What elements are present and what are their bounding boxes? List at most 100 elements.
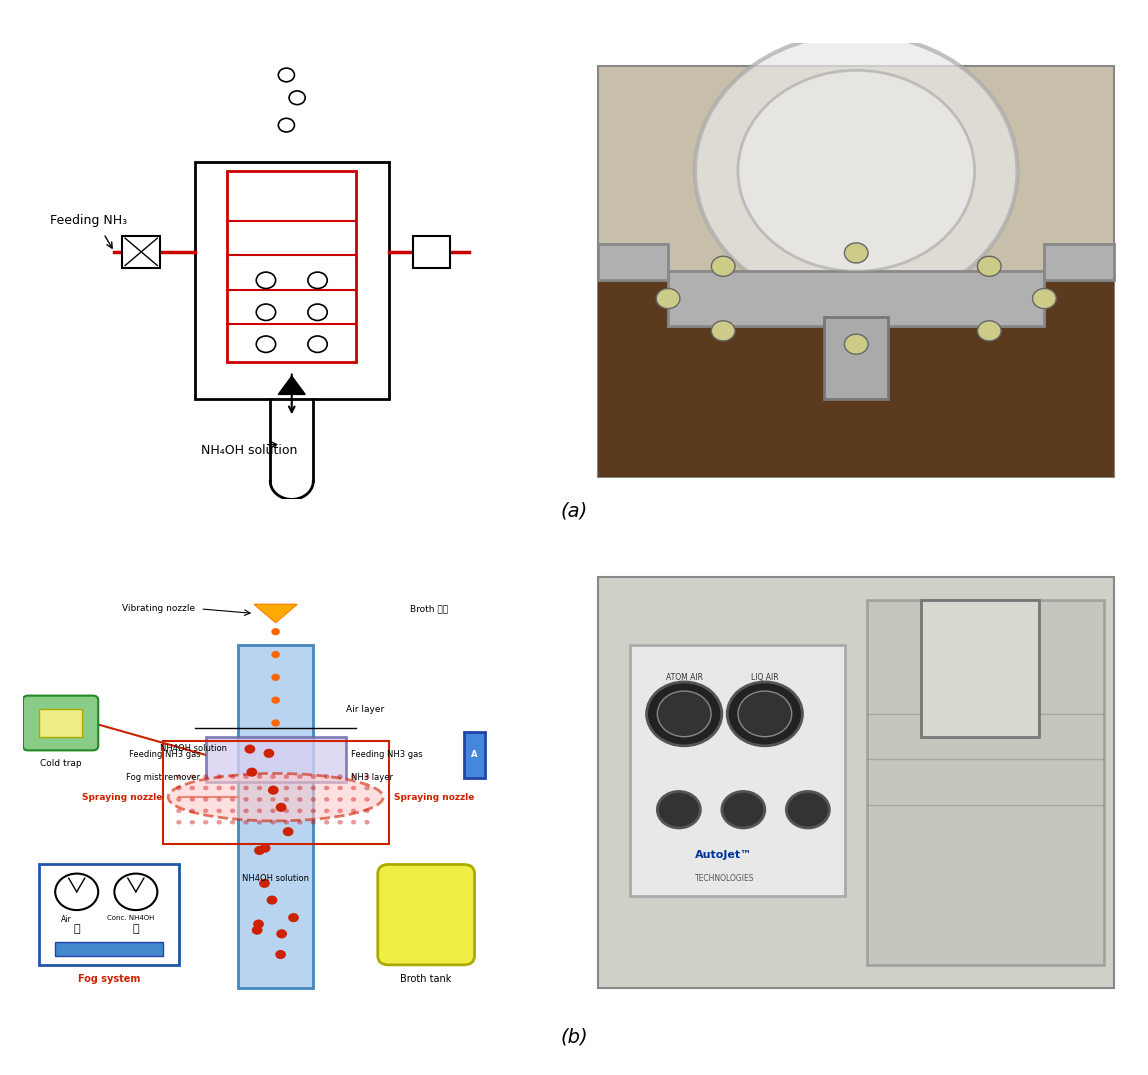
Circle shape (243, 808, 249, 813)
Circle shape (297, 774, 303, 779)
Circle shape (276, 803, 287, 812)
Circle shape (658, 791, 700, 828)
Circle shape (338, 820, 343, 825)
Circle shape (256, 336, 276, 353)
FancyBboxPatch shape (23, 696, 99, 750)
Circle shape (364, 786, 370, 790)
Circle shape (351, 798, 356, 802)
Circle shape (338, 798, 343, 802)
Bar (205, 736, 346, 783)
Circle shape (727, 682, 802, 746)
Circle shape (738, 691, 792, 736)
Circle shape (176, 820, 181, 825)
Text: Cold trap: Cold trap (40, 760, 82, 769)
Text: NH4OH solution: NH4OH solution (161, 744, 227, 752)
Text: Broth 용액: Broth 용액 (410, 604, 448, 614)
Circle shape (217, 798, 222, 802)
Circle shape (338, 774, 343, 779)
Circle shape (115, 874, 157, 911)
Circle shape (189, 808, 195, 813)
Circle shape (176, 808, 181, 813)
Text: Air layer: Air layer (346, 705, 383, 714)
Bar (824, 317, 889, 399)
Bar (163, 742, 388, 844)
Circle shape (351, 786, 356, 790)
Text: LIQ AIR: LIQ AIR (751, 673, 778, 682)
Circle shape (55, 874, 99, 911)
Circle shape (257, 774, 262, 779)
Circle shape (324, 774, 329, 779)
Bar (413, 235, 450, 268)
Circle shape (271, 674, 280, 680)
Circle shape (264, 749, 274, 758)
Circle shape (351, 774, 356, 779)
Circle shape (324, 786, 329, 790)
Circle shape (284, 808, 289, 813)
Circle shape (230, 820, 235, 825)
Circle shape (308, 304, 327, 320)
Circle shape (1032, 288, 1056, 309)
FancyBboxPatch shape (378, 864, 474, 965)
Circle shape (203, 808, 209, 813)
Circle shape (722, 791, 765, 828)
Circle shape (189, 786, 195, 790)
Circle shape (203, 774, 209, 779)
Bar (921, 600, 1039, 736)
Circle shape (243, 786, 249, 790)
Circle shape (297, 820, 303, 825)
Circle shape (308, 336, 327, 353)
Bar (39, 710, 83, 736)
Circle shape (230, 786, 235, 790)
Circle shape (324, 798, 329, 802)
Text: Conc. NH4OH: Conc. NH4OH (107, 915, 154, 920)
Text: ⧖: ⧖ (73, 923, 80, 934)
Circle shape (176, 774, 181, 779)
Circle shape (977, 320, 1001, 341)
Circle shape (266, 895, 278, 905)
Circle shape (308, 272, 327, 288)
Circle shape (271, 697, 280, 704)
Circle shape (217, 786, 222, 790)
Circle shape (712, 320, 735, 341)
Text: Feeding NH₃: Feeding NH₃ (49, 214, 127, 228)
Circle shape (256, 272, 276, 288)
Circle shape (217, 808, 222, 813)
Ellipse shape (168, 773, 383, 821)
Circle shape (257, 820, 262, 825)
Circle shape (270, 786, 276, 790)
Text: Vibrating nozzle: Vibrating nozzle (122, 604, 195, 614)
Circle shape (288, 913, 298, 922)
Text: TECHNOLOGIES: TECHNOLOGIES (695, 874, 754, 883)
Circle shape (176, 786, 181, 790)
Circle shape (270, 774, 276, 779)
Text: Fog mist remover: Fog mist remover (126, 773, 201, 783)
Bar (598, 244, 668, 281)
Text: Broth tank: Broth tank (401, 974, 452, 984)
Bar (464, 732, 486, 777)
Circle shape (203, 798, 209, 802)
Circle shape (311, 786, 316, 790)
Circle shape (364, 798, 370, 802)
Bar (195, 161, 388, 399)
Text: (a): (a) (560, 501, 588, 520)
Circle shape (277, 929, 287, 938)
Circle shape (217, 820, 222, 825)
Text: Air: Air (61, 915, 71, 923)
Bar (598, 271, 1115, 476)
Text: (b): (b) (560, 1028, 588, 1047)
Circle shape (259, 844, 271, 852)
Circle shape (338, 786, 343, 790)
Circle shape (176, 798, 181, 802)
Circle shape (270, 820, 276, 825)
Circle shape (254, 919, 264, 929)
Circle shape (338, 808, 343, 813)
Bar (55, 942, 163, 956)
Circle shape (230, 808, 235, 813)
Circle shape (282, 827, 294, 836)
Circle shape (658, 691, 711, 736)
Bar (238, 645, 313, 988)
Circle shape (311, 808, 316, 813)
Circle shape (245, 745, 255, 754)
Circle shape (364, 808, 370, 813)
Text: ⧖: ⧖ (132, 923, 139, 934)
